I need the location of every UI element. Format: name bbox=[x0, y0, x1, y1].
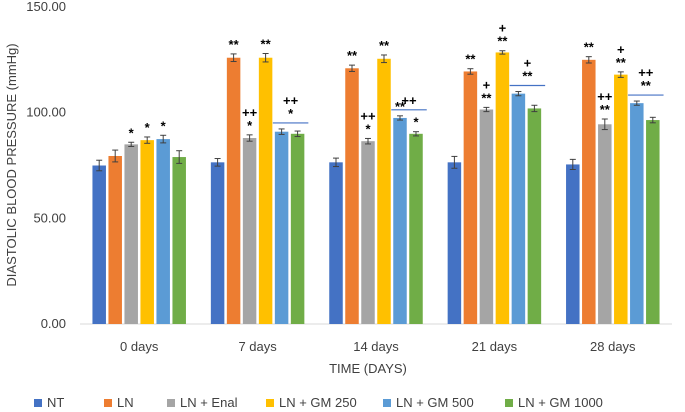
significance-mark: * bbox=[247, 118, 253, 133]
significance-mark: * bbox=[129, 125, 135, 140]
y-tick-label: 50.00 bbox=[33, 210, 66, 225]
comparison-mark: + bbox=[524, 56, 532, 71]
significance-mark: ** bbox=[379, 38, 390, 53]
x-axis: 0 days 7 days 14 days 21 days 28 days bbox=[80, 323, 672, 354]
significance-mark: + bbox=[483, 77, 491, 92]
significance-mark: ** bbox=[261, 36, 272, 51]
y-axis: 0.00 50.00 100.00 150.00 bbox=[26, 0, 66, 331]
significance-mark: ** bbox=[481, 90, 492, 105]
bar bbox=[258, 57, 273, 324]
annotations-layer: * * ****++***++***++*****++****+**+**+****… bbox=[129, 21, 664, 140]
comparison-mark: ++ bbox=[283, 93, 299, 108]
bar bbox=[329, 162, 343, 324]
bar bbox=[140, 140, 154, 324]
legend-swatch bbox=[167, 399, 175, 407]
legend-label: LN + GM 1000 bbox=[518, 395, 603, 410]
bar bbox=[463, 71, 478, 324]
bar bbox=[172, 157, 186, 324]
bar bbox=[156, 139, 170, 324]
bar bbox=[377, 58, 391, 324]
significance-mark: ** bbox=[347, 48, 358, 63]
bar bbox=[614, 74, 628, 324]
x-tick-label: 7 days bbox=[238, 339, 277, 354]
legend-label: NT bbox=[47, 395, 64, 410]
significance-mark: ** bbox=[497, 34, 508, 49]
bar bbox=[92, 165, 106, 324]
bar bbox=[511, 93, 526, 324]
bar bbox=[242, 138, 257, 324]
comparison-mark: ++ bbox=[401, 93, 417, 108]
x-tick-label: 28 days bbox=[590, 339, 636, 354]
legend-swatch bbox=[34, 399, 42, 407]
y-tick-label: 150.00 bbox=[26, 0, 66, 14]
comparison-mark: ** bbox=[641, 78, 652, 93]
bar bbox=[447, 162, 462, 324]
significance-mark: ** bbox=[465, 52, 476, 67]
y-axis-title: DIASTOLIC BLOOD PRESSURE (mmHg) bbox=[4, 43, 19, 286]
legend-swatch bbox=[104, 399, 112, 407]
legend-label: LN + Enal bbox=[180, 395, 238, 410]
significance-mark: ++ bbox=[360, 108, 376, 123]
y-tick-label: 100.00 bbox=[26, 105, 66, 120]
comparison-mark: * bbox=[288, 106, 294, 121]
bar bbox=[274, 131, 289, 324]
bar bbox=[527, 108, 542, 324]
bar bbox=[393, 117, 407, 324]
significance-mark: ** bbox=[616, 55, 627, 70]
significance-mark: * bbox=[365, 121, 371, 136]
legend-label: LN bbox=[117, 395, 134, 410]
significance-mark: + bbox=[499, 21, 507, 36]
bar bbox=[479, 109, 494, 324]
bars-layer bbox=[92, 50, 660, 325]
bar bbox=[290, 133, 305, 324]
legend: NT LN LN + Enal LN + GM 250 LN + GM 500 LN + … bbox=[34, 395, 603, 410]
comparison-mark: ** bbox=[522, 69, 533, 84]
significance-mark: ** bbox=[395, 99, 406, 114]
x-tick-label: 21 days bbox=[472, 339, 518, 354]
legend-label: LN + GM 500 bbox=[396, 395, 474, 410]
significance-mark: ** bbox=[600, 102, 611, 117]
bar bbox=[210, 162, 225, 324]
bar bbox=[345, 68, 359, 324]
bar bbox=[582, 59, 596, 324]
significance-mark: * bbox=[161, 118, 167, 133]
y-tick-label: 0.00 bbox=[41, 316, 66, 331]
legend-swatch bbox=[383, 399, 391, 407]
significance-mark: ++ bbox=[242, 105, 258, 120]
significance-mark: ++ bbox=[597, 89, 613, 104]
bar bbox=[409, 133, 423, 324]
significance-mark: ** bbox=[229, 37, 240, 52]
bar bbox=[598, 124, 612, 324]
bar bbox=[630, 103, 644, 324]
bar bbox=[495, 52, 510, 324]
comparison-mark: ++ bbox=[638, 65, 654, 80]
bar bbox=[361, 141, 375, 324]
significance-mark: * bbox=[145, 120, 151, 135]
bar bbox=[226, 57, 241, 324]
bar bbox=[108, 155, 122, 324]
x-tick-label: 0 days bbox=[120, 339, 159, 354]
significance-mark: + bbox=[617, 42, 625, 57]
significance-mark: ** bbox=[584, 40, 595, 55]
bar bbox=[124, 144, 138, 324]
bar bbox=[566, 164, 580, 324]
bar bbox=[646, 120, 660, 325]
legend-swatch bbox=[505, 399, 513, 407]
legend-swatch bbox=[266, 399, 274, 407]
x-axis-title: TIME (DAYS) bbox=[329, 361, 407, 376]
significance-mark: * bbox=[413, 115, 419, 130]
legend-label: LN + GM 250 bbox=[279, 395, 357, 410]
x-tick-label: 14 days bbox=[353, 339, 399, 354]
